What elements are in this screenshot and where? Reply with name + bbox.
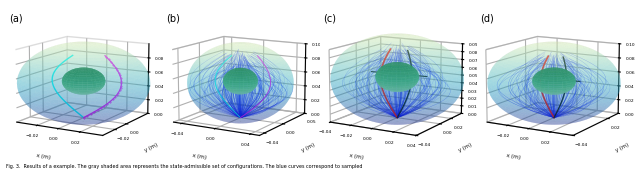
Text: (a): (a) xyxy=(10,14,23,24)
Text: (d): (d) xyxy=(480,14,493,24)
X-axis label: x (m): x (m) xyxy=(193,153,207,160)
Text: (c): (c) xyxy=(323,14,336,24)
X-axis label: x (m): x (m) xyxy=(349,153,364,160)
Text: Fig. 3.  Results of a example. The gray shaded area represents the state-admissi: Fig. 3. Results of a example. The gray s… xyxy=(6,164,363,169)
Y-axis label: y (m): y (m) xyxy=(144,143,159,153)
X-axis label: x (m): x (m) xyxy=(36,153,51,160)
Y-axis label: y (m): y (m) xyxy=(301,143,316,153)
X-axis label: x (m): x (m) xyxy=(506,153,521,160)
Y-axis label: y (m): y (m) xyxy=(458,143,472,153)
Y-axis label: y (m): y (m) xyxy=(614,143,629,153)
Text: (b): (b) xyxy=(166,14,180,24)
